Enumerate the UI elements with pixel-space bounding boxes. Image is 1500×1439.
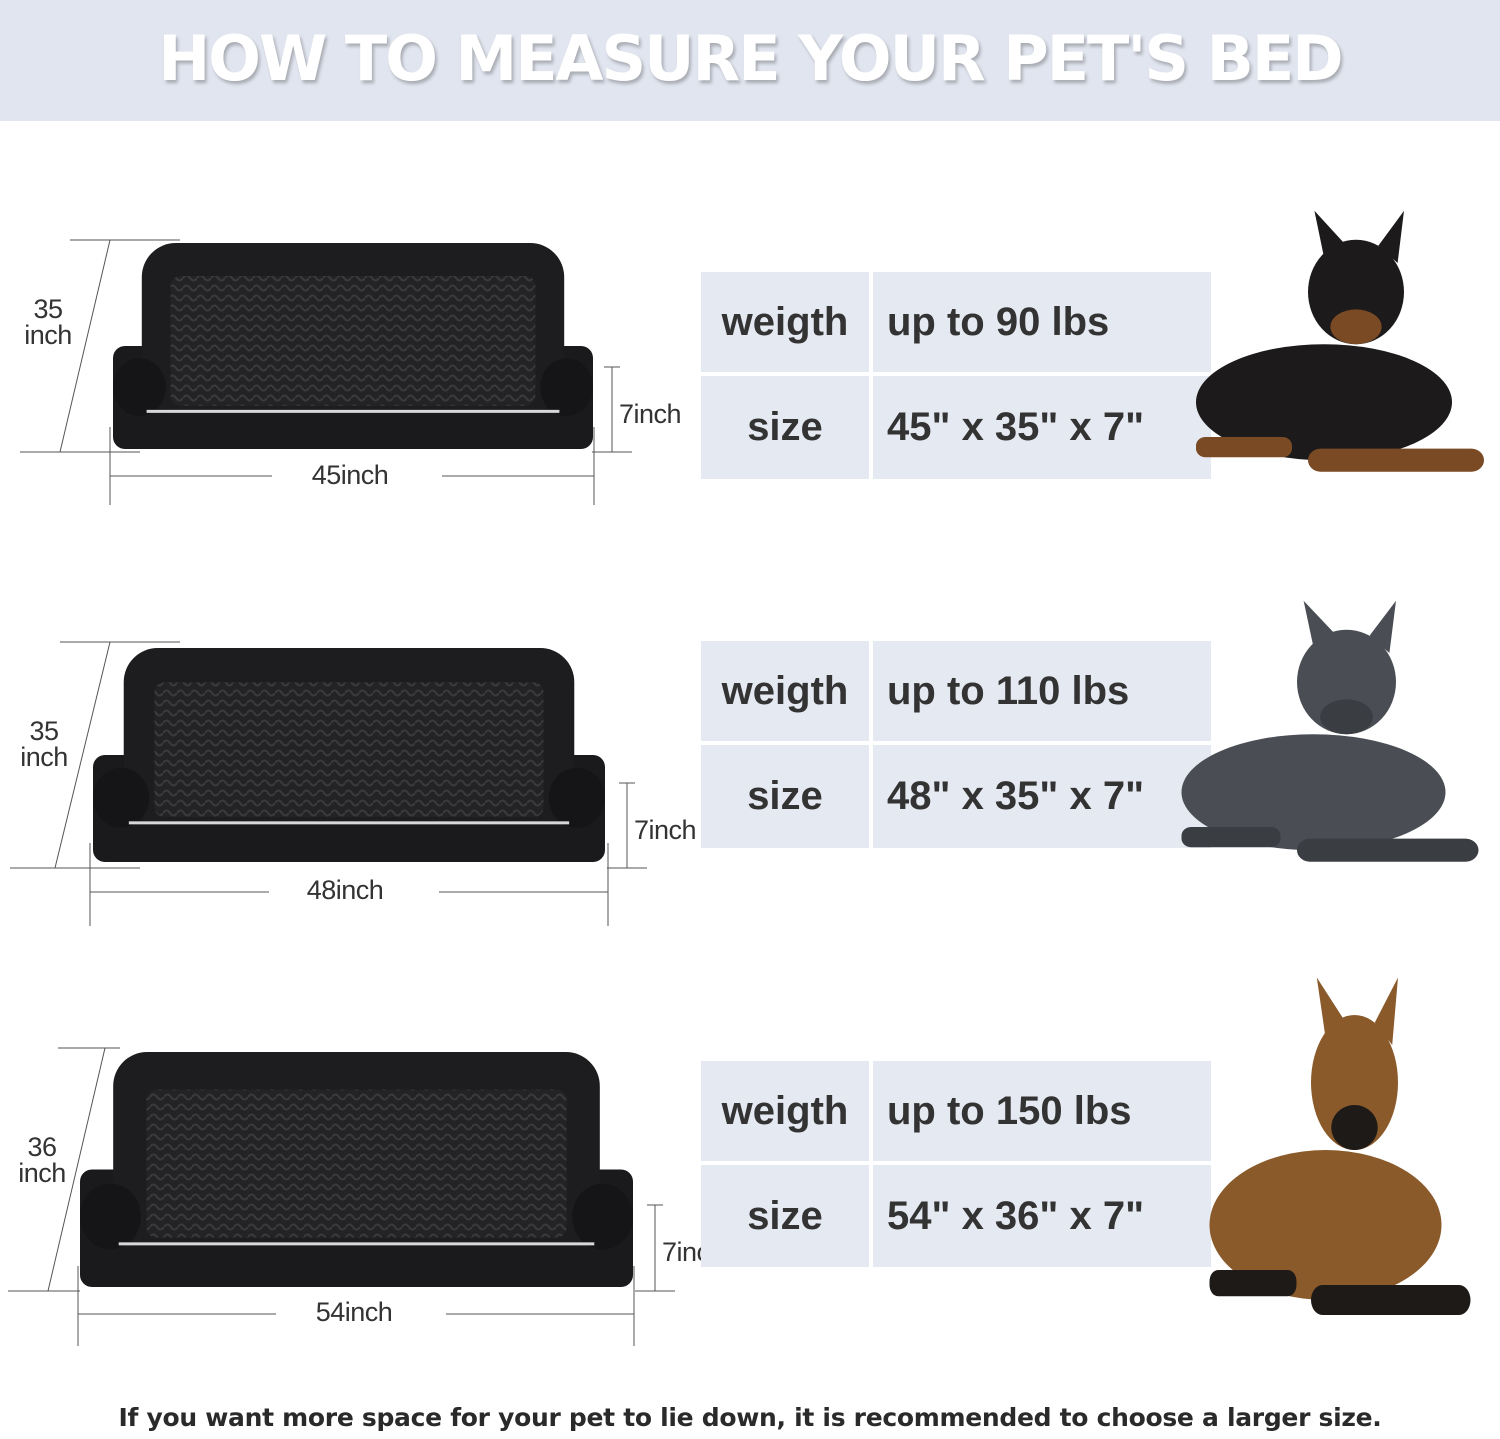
footer-note: If you want more space for your pet to l… [118, 1403, 1382, 1432]
depth-unit: inch [18, 1158, 66, 1188]
german-shepherd-photo [1195, 970, 1485, 1350]
height-label: 7inch [618, 399, 682, 429]
header-banner: HOW TO MEASURE YOUR PET'S BED [0, 0, 1500, 121]
spec-table: weigth up to 90 lbs size 45" x 35" x 7" [701, 272, 1211, 479]
size-label: size [701, 1165, 869, 1267]
depth-value: 35 [29, 716, 59, 746]
spec-table: weigth up to 110 lbs size 48" x 35" x 7" [701, 641, 1211, 848]
depth-label: 35 inch [9, 716, 79, 772]
pet-bed-image [93, 648, 605, 867]
depth-label: 35 inch [13, 294, 83, 350]
size-value: 45" x 35" x 7" [873, 376, 1211, 479]
size-value: 54" x 36" x 7" [873, 1165, 1211, 1267]
page-title: HOW TO MEASURE YOUR PET'S BED [158, 22, 1343, 95]
weight-label: weigth [701, 641, 869, 741]
weight-value: up to 150 lbs [873, 1061, 1211, 1161]
pet-bed-image [80, 1052, 633, 1292]
size-label: size [701, 745, 869, 848]
pet-bed-image [113, 243, 593, 454]
depth-unit: inch [20, 742, 68, 772]
spec-table: weigth up to 150 lbs size 54" x 36" x 7" [701, 1061, 1211, 1267]
depth-label: 36 inch [7, 1132, 77, 1188]
depth-value: 35 [33, 294, 63, 324]
width-label: 45inch [311, 460, 389, 490]
weight-label: weigth [701, 272, 869, 372]
depth-value: 36 [27, 1132, 57, 1162]
weight-value: up to 110 lbs [873, 641, 1211, 741]
depth-unit: inch [24, 320, 72, 350]
width-label: 48inch [306, 875, 384, 905]
height-label: 7inch [633, 815, 697, 845]
doberman-photo [1180, 205, 1500, 500]
size-label: size [701, 376, 869, 479]
weight-label: weigth [701, 1061, 869, 1161]
size-value: 48" x 35" x 7" [873, 745, 1211, 848]
great-dane-photo [1165, 595, 1495, 890]
width-label: 54inch [315, 1297, 393, 1327]
weight-value: up to 90 lbs [873, 272, 1211, 372]
